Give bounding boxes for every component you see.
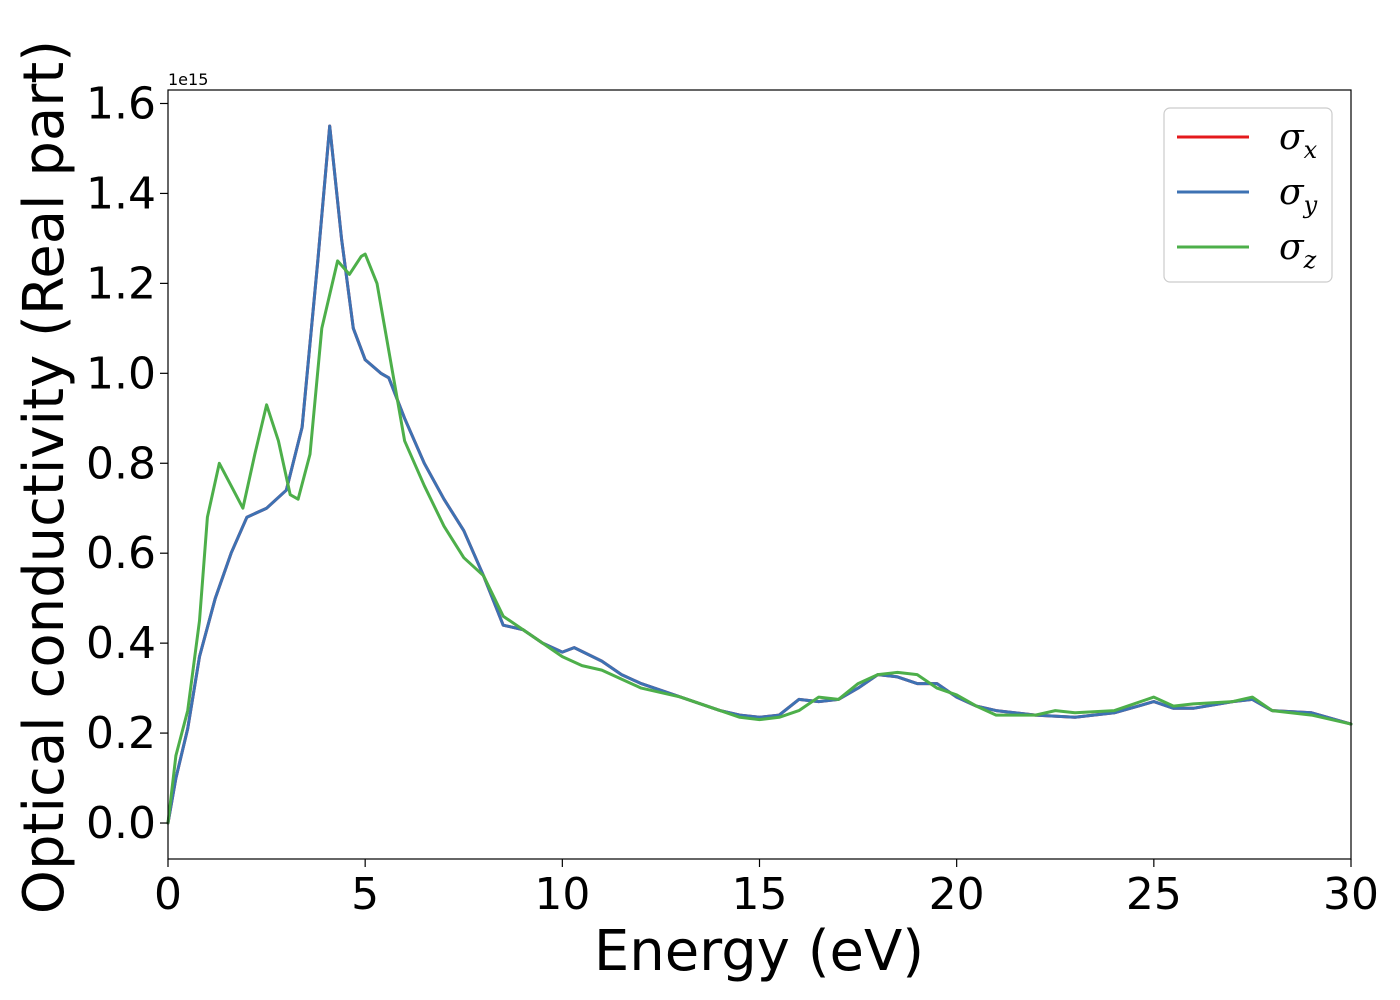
x-tick-label: 20 xyxy=(929,869,985,920)
series-line-y xyxy=(166,124,1353,825)
x-tick-label: 0 xyxy=(154,869,182,920)
y-tick-label: 0.4 xyxy=(86,618,156,669)
y-tick-label: 1.0 xyxy=(86,348,156,399)
legend-box xyxy=(1163,107,1333,283)
y-tick-label: 0.8 xyxy=(86,438,156,489)
y-tick-label: 1.4 xyxy=(86,168,156,219)
y-tick-label: 0.0 xyxy=(86,798,156,849)
x-axis-title: Energy (eV) xyxy=(594,919,924,984)
y-offset-label: 1e15 xyxy=(168,70,208,89)
y-tick-label: 0.2 xyxy=(86,708,156,759)
x-tick-label: 5 xyxy=(351,869,379,920)
y-tick-label: 1.6 xyxy=(86,78,156,129)
series-line-z xyxy=(166,252,1353,825)
y-tick-label: 0.6 xyxy=(86,528,156,579)
y-axis-title: Optical conductivity (Real part) xyxy=(12,40,77,914)
x-tick-label: 30 xyxy=(1323,869,1379,920)
x-tick-label: 25 xyxy=(1126,869,1182,920)
x-tick-label: 10 xyxy=(534,869,590,920)
series-layer xyxy=(166,124,1353,825)
x-tick-label: 15 xyxy=(732,869,788,920)
x-axis: 0 5 10 15 20 25 30 xyxy=(154,859,1379,920)
y-tick-label: 1.2 xyxy=(86,258,156,309)
y-axis: 0.0 0.2 0.4 0.6 0.8 1.0 1.2 1.4 1.6 xyxy=(86,78,168,849)
